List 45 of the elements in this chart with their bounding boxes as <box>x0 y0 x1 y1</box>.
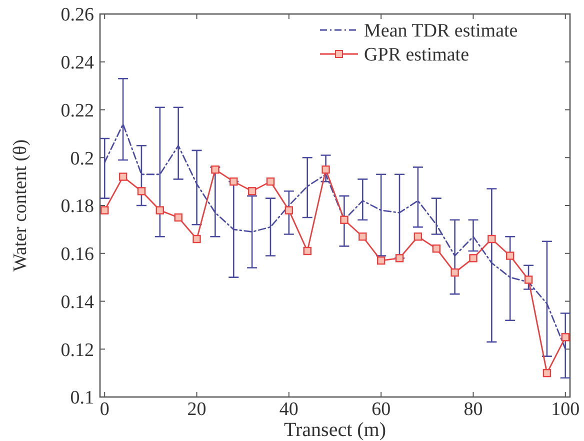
point <box>118 172 128 181</box>
x-axis-title: Transect (m) <box>284 419 386 441</box>
point <box>488 234 496 244</box>
y-tick-label: 0.12 <box>60 340 94 361</box>
y-tick-label: 0.22 <box>60 100 94 122</box>
point <box>174 213 182 222</box>
x-tick-label: 60 <box>372 399 391 420</box>
y-tick-label: 0.1 <box>70 388 94 409</box>
point <box>376 256 386 265</box>
y-tick-label: 0.24 <box>60 52 94 74</box>
x-tick-label: 0 <box>100 399 110 420</box>
y-axis-title: Water content (θ) <box>10 139 31 272</box>
point <box>303 246 312 256</box>
point <box>192 234 201 244</box>
point <box>524 276 533 284</box>
point <box>322 165 330 174</box>
point <box>414 232 422 241</box>
point <box>395 254 404 262</box>
point <box>100 206 109 214</box>
x-tick-label: 20 <box>187 399 206 420</box>
point <box>266 177 275 186</box>
legend-label: Mean TDR estimate <box>364 20 518 42</box>
y-tick-label: 0.26 <box>60 4 94 26</box>
point <box>506 252 514 260</box>
y-tick-label: 0.18 <box>60 196 94 218</box>
point <box>248 187 256 196</box>
point <box>358 232 367 241</box>
point <box>450 268 459 277</box>
point <box>211 165 220 174</box>
point <box>156 206 164 214</box>
point <box>542 368 552 378</box>
x-tick-label: 100 <box>551 399 580 420</box>
point <box>432 244 440 253</box>
x-tick-label: 80 <box>464 399 483 420</box>
y-tick-label: 0.2 <box>70 148 94 170</box>
point <box>284 206 294 214</box>
point <box>230 177 238 186</box>
point <box>137 187 146 196</box>
y-tick-label: 0.14 <box>60 292 94 313</box>
y-tick-label: 0.16 <box>60 244 94 266</box>
point <box>561 333 570 342</box>
legend-label: GPR estimate <box>364 44 470 66</box>
point <box>340 216 348 224</box>
point <box>469 254 478 262</box>
x-tick-label: 40 <box>279 399 298 420</box>
